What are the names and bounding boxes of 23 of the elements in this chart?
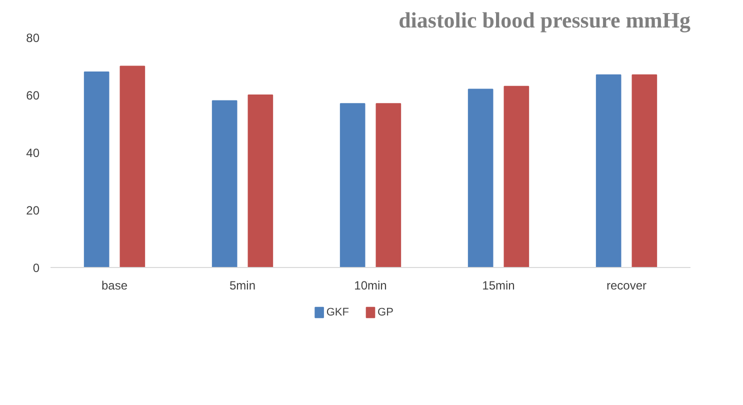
bar [468,88,494,268]
x-tick-label: 15min [482,278,515,292]
bar [376,103,402,268]
x-tick-label: base [101,278,128,292]
bar [596,74,622,268]
bar [504,86,530,268]
x-tick-label: 10min [354,278,387,292]
bar [632,74,658,268]
legend-label: GP [378,306,394,318]
legend-label: GKF [326,306,350,318]
y-tick-label: 80 [26,31,40,45]
y-tick-label: 20 [26,204,40,218]
y-tick-label: 60 [26,88,40,102]
y-tick-label: 0 [32,261,40,275]
y-tick-label: 40 [26,146,40,160]
chart-title: diastolic blood pressure mmHg [398,8,691,32]
bar [248,94,274,268]
bar [212,100,238,268]
x-tick-label: recover [606,278,647,292]
bar [120,66,146,268]
x-tick-label: 5min [229,278,256,292]
bar [84,72,110,268]
bar [340,103,366,268]
